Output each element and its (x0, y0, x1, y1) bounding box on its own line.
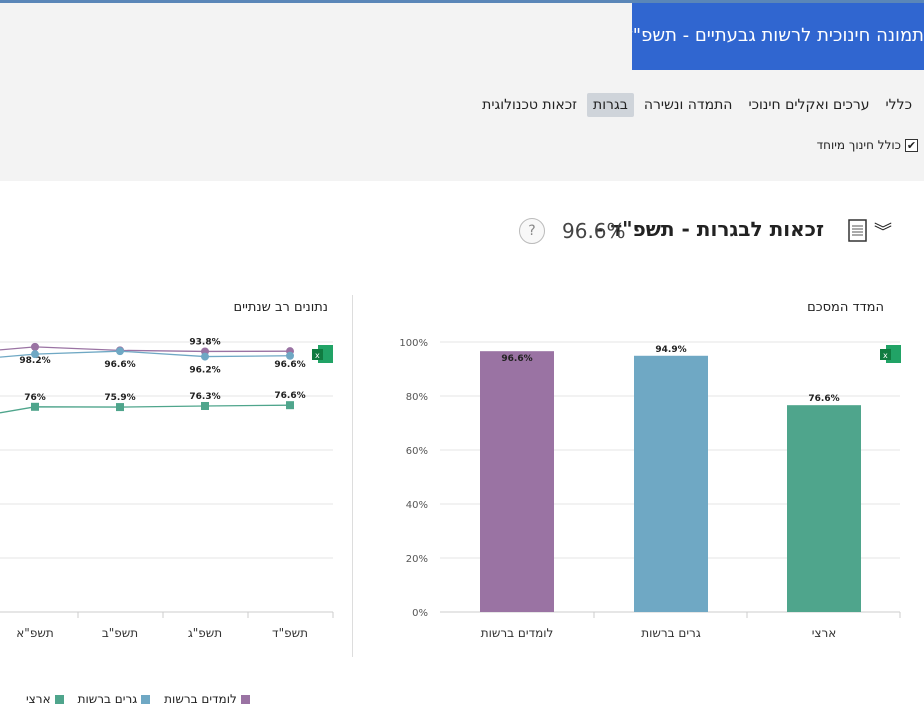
section-value: 96.6% (562, 219, 626, 243)
data-label: 98.2% (19, 356, 50, 366)
y-tick-label: 40% (406, 500, 428, 511)
data-point (31, 350, 39, 359)
tab-bar: כללי ערכים ואקלים חינוכי התמדה ונשירה בג… (472, 93, 918, 117)
data-point (286, 401, 294, 410)
page-header: תמונה חינוכית לרשות גבעתיים - תשפ"ד כללי… (0, 3, 924, 181)
tab-tech[interactable]: זכאות טכנולוגית (482, 97, 578, 113)
legend-item-national[interactable]: ארצי (26, 692, 64, 706)
tab-values-climate[interactable]: ערכים ואקלים חינוכי (748, 97, 870, 113)
y-tick-label: 0% (412, 608, 428, 619)
data-point (286, 351, 294, 360)
checkbox-label: כולל חינוך מיוחד (816, 138, 901, 152)
legend-swatch (54, 694, 64, 704)
data-label: 75.9% (104, 393, 135, 403)
trend-panel-title: נתונים רב שנתיים (233, 300, 328, 315)
data-point (31, 342, 39, 351)
legend-label: גרים ברשות (77, 692, 138, 706)
data-point (201, 352, 209, 361)
x-tick-label: תשפ"ג (188, 626, 222, 640)
page-title: תמונה חינוכית לרשות גבעתיים - תשפ"ד (632, 3, 924, 70)
legend-item-residents[interactable]: גרים ברשות (78, 692, 151, 706)
data-label: 93.8% (189, 337, 220, 347)
data-point (31, 402, 39, 411)
legend-swatch (141, 694, 151, 704)
bar (634, 355, 708, 612)
data-label: 76% (24, 393, 46, 403)
checkbox-check-icon[interactable]: ✔ (905, 138, 918, 152)
x-tick-label: לומדים ברשות (481, 626, 554, 640)
svg-text:x: x (315, 351, 320, 360)
top-strip (0, 0, 924, 3)
svg-text:x: x (883, 351, 888, 360)
series-line (0, 346, 291, 353)
bar (787, 405, 861, 612)
tab-persistence[interactable]: התמדה ונשירה (643, 97, 733, 113)
tab-bagrut[interactable]: בגרות (587, 93, 634, 117)
document-icon[interactable] (848, 219, 868, 243)
legend-label: לומדים ברשות (164, 692, 237, 706)
trend-line-chart: תשפ"ד תשפ"ג תשפ"ב תשפ"א 96.6% 93.8% 98.2% 96.2%… (0, 337, 334, 640)
legend-swatch (240, 694, 250, 704)
data-point (116, 347, 124, 356)
y-tick-label: 80% (406, 392, 428, 403)
legend-label: ארצי (26, 692, 51, 706)
help-button[interactable]: ? (519, 218, 545, 244)
data-label: 96.6% (104, 360, 135, 370)
x-tick-label: תשפ"א (16, 626, 53, 640)
collapse-chevron-icon[interactable]: ︾ (874, 222, 892, 243)
bar (480, 351, 554, 612)
y-tick-label: 100% (399, 338, 428, 349)
y-tick-label: 60% (406, 446, 428, 457)
excel-export-icon[interactable]: x (880, 344, 902, 364)
data-point (116, 403, 124, 412)
bar-value-label: 94.9% (655, 345, 686, 355)
bar-value-label: 76.6% (808, 394, 839, 404)
x-tick-label: ארצי (812, 626, 837, 640)
data-point (201, 401, 209, 410)
bar-value-label: 96.6% (501, 354, 532, 364)
data-label: 96.6% (274, 360, 305, 370)
section-title: זכאות לבגרות - תשפ"ד - (595, 217, 824, 241)
x-tick-label: תשפ"ב (102, 626, 138, 640)
chart-legend: ארצי גרים ברשות לומדים ברשות (26, 692, 250, 706)
data-label: 96.2% (189, 366, 220, 376)
summary-bar-chart: 0% 20% 40% 60% 80% 100% 76.6% ארצי 94.9% גרים ברש… (399, 338, 901, 640)
legend-item-students[interactable]: לומדים ברשות (164, 692, 250, 706)
data-label: 76.6% (274, 391, 305, 401)
series-line (0, 404, 291, 414)
data-label: 76.3% (189, 392, 220, 402)
x-tick-label: תשפ"ד (272, 626, 308, 640)
x-tick-label: גרים ברשות (641, 626, 701, 640)
summary-panel-title: המדד המסכם (807, 300, 884, 315)
tab-general[interactable]: כללי (885, 97, 912, 113)
panel-divider (352, 295, 353, 657)
special-ed-checkbox[interactable]: ✔ כולל חינוך מיוחד (817, 138, 918, 152)
excel-export-icon[interactable]: x (312, 344, 334, 364)
y-tick-label: 20% (406, 554, 428, 565)
